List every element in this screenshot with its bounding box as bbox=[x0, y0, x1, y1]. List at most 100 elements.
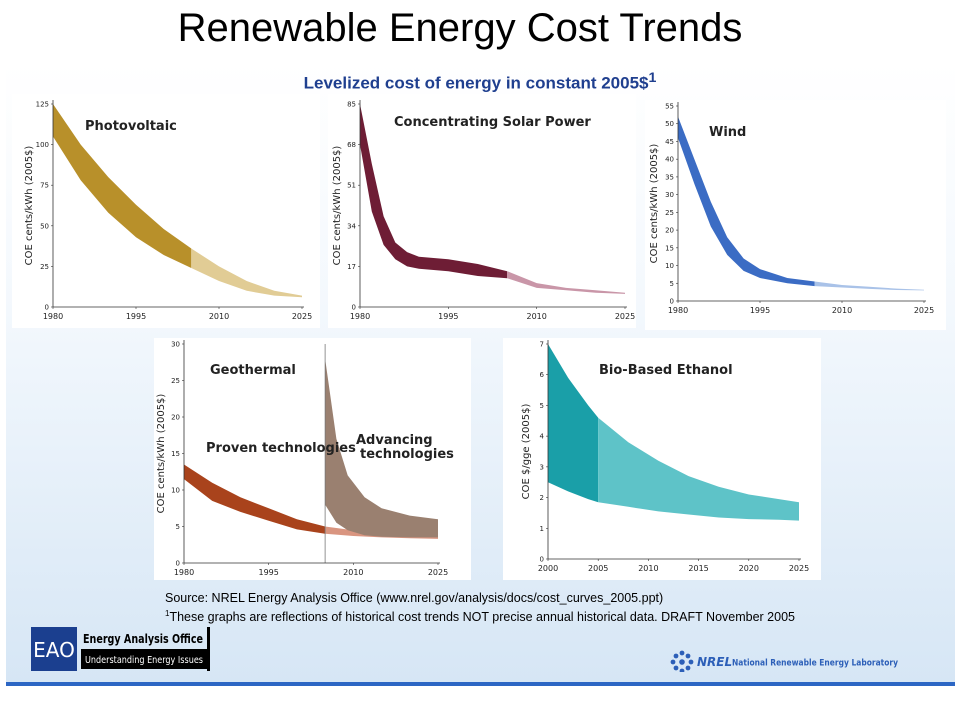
y-tick-label: 30 bbox=[171, 341, 180, 349]
y-tick-label: 50 bbox=[665, 120, 674, 128]
x-tick-label: 1980 bbox=[43, 312, 63, 321]
band-advancing-technologies bbox=[325, 358, 438, 538]
y-tick-label: 25 bbox=[40, 263, 49, 271]
y-tick-label: 10 bbox=[665, 262, 674, 270]
chart-title: Wind bbox=[709, 125, 746, 140]
y-tick-label: 51 bbox=[347, 182, 356, 190]
y-tick-label: 6 bbox=[540, 371, 545, 379]
annotation-proven: Proven technologies bbox=[206, 441, 356, 456]
chart-background bbox=[154, 338, 471, 580]
y-axis-label: COE cents/kWh (2005$) bbox=[156, 394, 167, 514]
x-tick-label: 2025 bbox=[789, 564, 809, 573]
x-tick-label: 2025 bbox=[615, 312, 635, 321]
x-tick-label: 2010 bbox=[343, 568, 363, 577]
x-tick-label: 2010 bbox=[209, 312, 229, 321]
x-tick-label: 2020 bbox=[739, 564, 759, 573]
band-proven-technologies-historical bbox=[184, 464, 326, 534]
source-notes: Source: NREL Energy Analysis Office (www… bbox=[165, 590, 795, 625]
y-tick-label: 4 bbox=[540, 433, 545, 441]
x-tick-label: 1980 bbox=[350, 312, 370, 321]
y-axis-label: COE $/gge (2005$) bbox=[521, 404, 532, 500]
y-tick-label: 0 bbox=[670, 298, 674, 306]
x-tick-label: 2025 bbox=[292, 312, 312, 321]
y-tick-label: 0 bbox=[176, 560, 180, 568]
band-projected bbox=[191, 248, 302, 298]
annotation-advancing-line-2: technologies bbox=[360, 447, 454, 462]
y-tick-label: 55 bbox=[665, 103, 674, 111]
y-tick-label: 85 bbox=[347, 101, 356, 109]
chart-title: Photovoltaic bbox=[85, 119, 177, 134]
chart-photovoltaic: 0 25 50 75 100 125 1980 1995 2010 2025 COE cents/k… bbox=[12, 94, 320, 328]
y-tick-label: 15 bbox=[665, 244, 674, 252]
footnote-text: These graphs are reflections of historic… bbox=[169, 610, 795, 625]
eao-logo-name: Energy Analysis Office bbox=[83, 631, 203, 646]
chart-title: Concentrating Solar Power bbox=[394, 115, 591, 130]
y-axis-label: COE cents/kWh (2005$) bbox=[24, 146, 35, 266]
nrel-logo-mark-icon bbox=[670, 650, 694, 672]
y-tick-label: 45 bbox=[665, 138, 674, 146]
y-tick-label: 68 bbox=[347, 141, 356, 149]
slide-title: Renewable Energy Cost Trends bbox=[177, 6, 743, 50]
y-tick-label: 0 bbox=[352, 304, 356, 312]
x-tick-label: 2005 bbox=[588, 564, 608, 573]
y-tick-label: 3 bbox=[540, 463, 544, 471]
y-tick-label: 0 bbox=[45, 304, 49, 312]
band-historical bbox=[678, 116, 815, 287]
y-tick-label: 7 bbox=[540, 341, 544, 349]
y-tick-label: 25 bbox=[171, 377, 180, 385]
x-tick-label: 1995 bbox=[438, 312, 458, 321]
nrel-logo-name: National Renewable Energy Laboratory bbox=[732, 659, 898, 669]
x-tick-label: 2025 bbox=[914, 306, 934, 315]
footnote-mark: 1 bbox=[165, 609, 170, 618]
x-tick-label: 2010 bbox=[526, 312, 546, 321]
x-tick-label: 1995 bbox=[750, 306, 770, 315]
y-tick-label: 10 bbox=[171, 487, 180, 495]
eao-logo-tagline: Understanding Energy Issues bbox=[85, 655, 203, 666]
y-tick-label: 75 bbox=[40, 182, 49, 190]
band-projected bbox=[814, 281, 924, 291]
x-tick-label: 2010 bbox=[832, 306, 852, 315]
x-tick-label: 1980 bbox=[668, 306, 688, 315]
chart-bio-based-ethanol: 0 1 2 3 4 5 6 7 2000 2005 2010 2015 2020 2025 COE $/gg… bbox=[503, 338, 821, 580]
annotation-advancing-line-1: Advancing bbox=[356, 433, 433, 448]
nrel-logo: NREL National Renewable Energy Laborator… bbox=[670, 650, 898, 672]
x-tick-label: 2025 bbox=[428, 568, 448, 577]
y-tick-label: 34 bbox=[347, 222, 356, 230]
chart-subtitle: Levelized cost of energy in constant 200… bbox=[0, 70, 960, 94]
nrel-logo-short: NREL bbox=[697, 655, 732, 669]
x-tick-label: 2010 bbox=[638, 564, 658, 573]
y-axis-label: COE cents/kWh (2005$) bbox=[649, 144, 660, 264]
subtitle-text: Levelized cost of energy in constant 200… bbox=[303, 73, 649, 93]
source-line: Source: NREL Energy Analysis Office (www… bbox=[165, 591, 664, 605]
y-tick-label: 25 bbox=[665, 209, 674, 217]
chart-background bbox=[645, 100, 946, 330]
y-tick-label: 30 bbox=[665, 191, 674, 199]
y-tick-label: 2 bbox=[540, 494, 544, 502]
band-historical bbox=[53, 104, 192, 268]
y-tick-label: 50 bbox=[40, 222, 49, 230]
x-tick-label: 1995 bbox=[258, 568, 278, 577]
y-tick-label: 5 bbox=[670, 280, 674, 288]
band-historical bbox=[548, 344, 599, 503]
y-tick-label: 125 bbox=[36, 101, 49, 109]
chart-title: Geothermal bbox=[210, 363, 296, 378]
chart-title: Bio-Based Ethanol bbox=[599, 363, 733, 378]
y-tick-label: 100 bbox=[36, 141, 49, 149]
x-tick-label: 1995 bbox=[126, 312, 146, 321]
y-tick-label: 15 bbox=[171, 450, 180, 458]
x-tick-label: 1980 bbox=[174, 568, 194, 577]
y-tick-label: 0 bbox=[540, 556, 544, 564]
x-tick-label: 2015 bbox=[688, 564, 708, 573]
y-tick-label: 17 bbox=[347, 263, 356, 271]
y-axis-label: COE cents/kWh (2005$) bbox=[332, 146, 343, 266]
subtitle-footnote-mark: 1 bbox=[648, 70, 657, 86]
y-tick-label: 20 bbox=[665, 227, 674, 235]
y-tick-label: 40 bbox=[665, 156, 674, 164]
y-tick-label: 1 bbox=[540, 525, 544, 533]
band-projected bbox=[598, 417, 799, 521]
band-projected bbox=[507, 271, 625, 294]
y-tick-label: 5 bbox=[176, 523, 180, 531]
eao-logo-short: EAO bbox=[33, 638, 75, 662]
